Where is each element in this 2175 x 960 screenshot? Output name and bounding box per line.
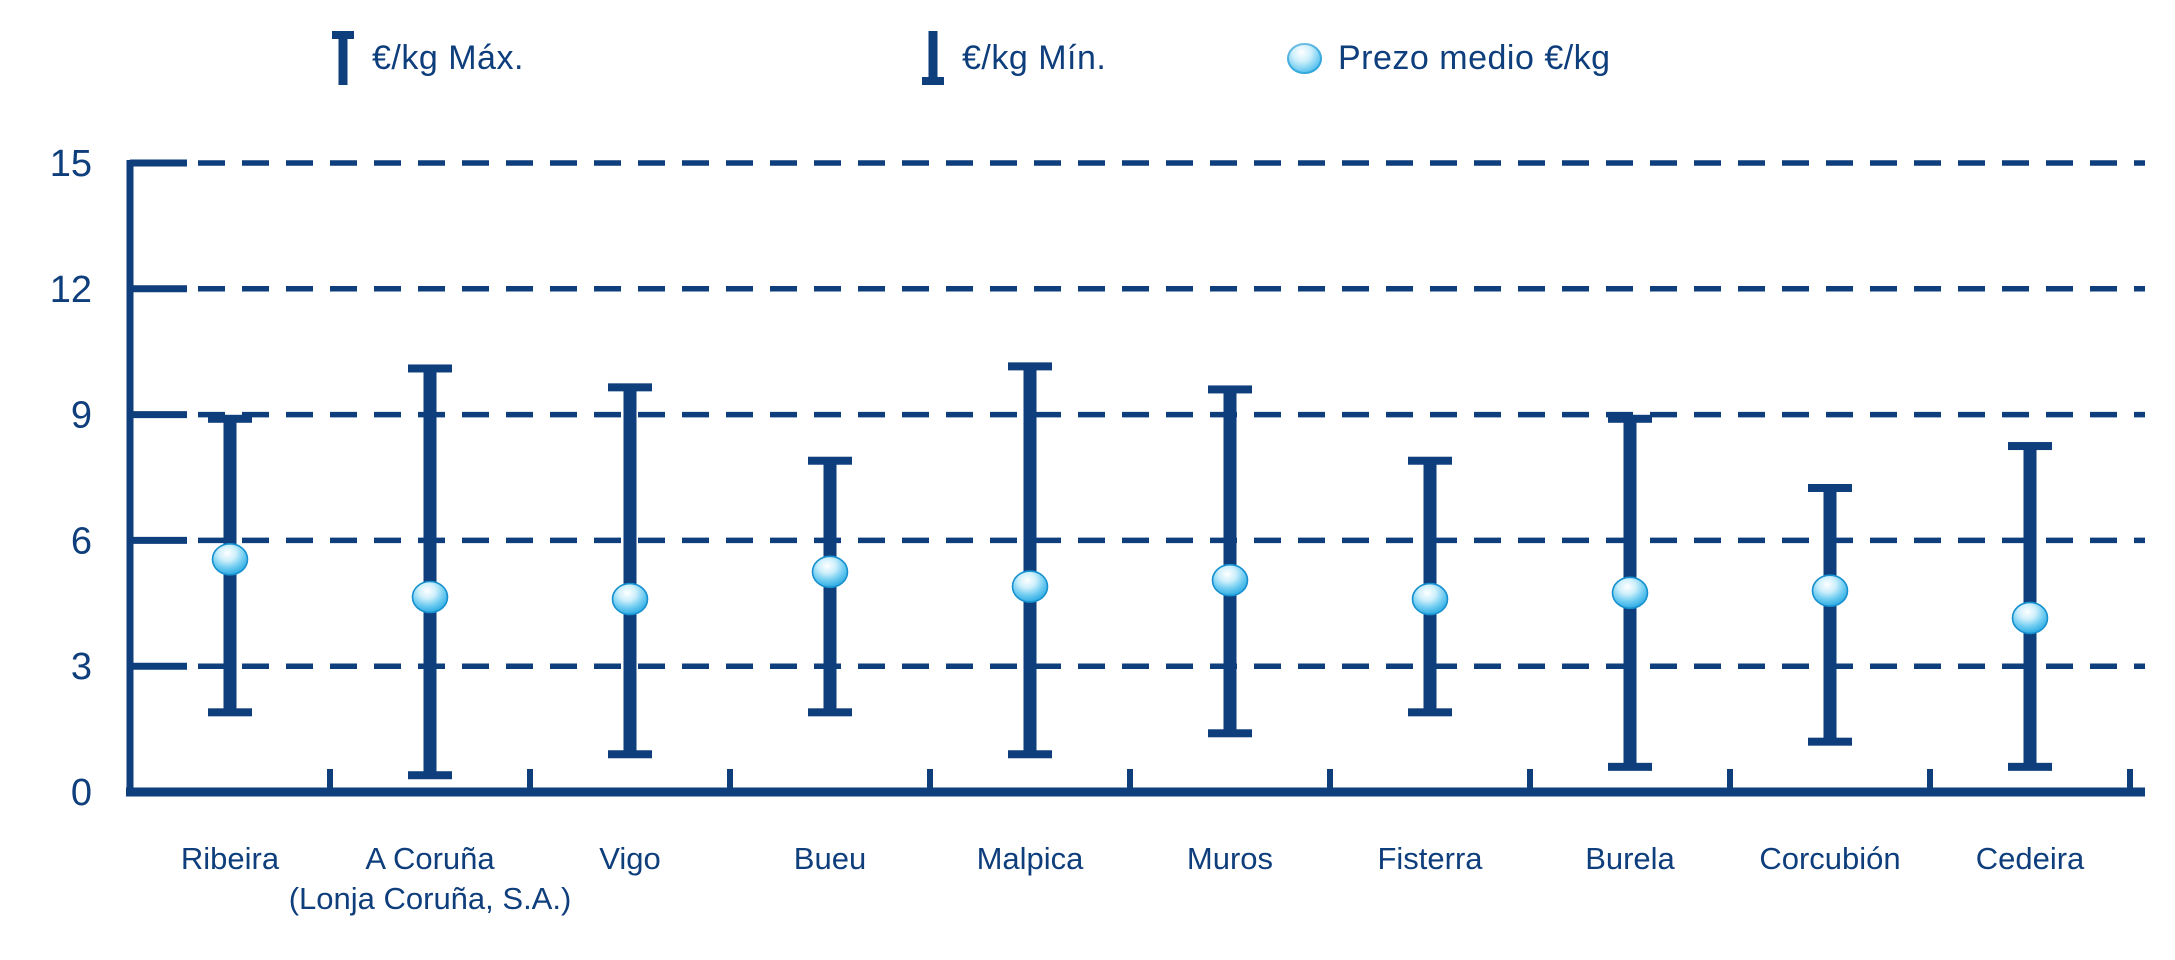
mean-price-dot bbox=[611, 582, 649, 616]
error-bars bbox=[208, 362, 2052, 780]
y-tick-label: 6 bbox=[71, 520, 92, 562]
y-tick-label: 9 bbox=[71, 395, 92, 437]
error-bar-corcubi-n bbox=[1808, 483, 1852, 746]
error-bar-cedeira bbox=[2008, 442, 2052, 771]
x-category-label: Cedeira bbox=[1976, 841, 2085, 876]
x-category-label: Muros bbox=[1187, 841, 1273, 876]
legend-label-min: €/kg Mín. bbox=[962, 38, 1107, 77]
legend-label-max: €/kg Máx. bbox=[372, 38, 524, 77]
error-bar-muros bbox=[1208, 385, 1252, 738]
legend-label-mean: Prezo medio €/kg bbox=[1338, 38, 1611, 77]
axes bbox=[126, 160, 2145, 797]
x-category-label: Vigo bbox=[599, 841, 661, 876]
x-category-label: Ribeira bbox=[181, 841, 280, 876]
mean-price-dot bbox=[1011, 570, 1049, 603]
error-bar-fisterra bbox=[1408, 456, 1452, 717]
error-bar-burela bbox=[1608, 414, 1652, 771]
legend-item-min: €/kg Mín. bbox=[920, 30, 1106, 86]
legend-item-mean: Prezo medio €/kg bbox=[1287, 30, 1611, 86]
error-bar-malpica bbox=[1008, 362, 1052, 759]
error-bar-ribeira bbox=[208, 414, 252, 717]
x-category-label: Burela bbox=[1585, 841, 1675, 876]
error-bar-a-coru-a bbox=[408, 364, 452, 780]
mean-price-dot bbox=[1811, 574, 1849, 608]
mean-price-dot bbox=[411, 580, 449, 614]
x-category-label: Fisterra bbox=[1377, 841, 1483, 876]
max-cap-icon bbox=[330, 31, 356, 85]
error-bar-vigo bbox=[608, 383, 652, 759]
x-category-label: Bueu bbox=[794, 841, 866, 876]
x-category-label: A Coruña (Lonja Coruña, S.A.) bbox=[289, 841, 572, 916]
mean-price-dot bbox=[1411, 582, 1449, 616]
x-category-label: Malpica bbox=[977, 841, 1085, 876]
error-bar-bueu bbox=[808, 456, 852, 717]
mean-price-dot bbox=[211, 542, 249, 576]
gridlines bbox=[130, 159, 2145, 670]
mean-price-dot bbox=[811, 555, 849, 589]
mean-price-dot bbox=[1611, 576, 1649, 610]
min-cap-icon bbox=[920, 31, 946, 85]
axis-labels: 0 3 6 9 12 15 Ribeira A Coruña (Lonja Coruña, S.… bbox=[50, 143, 2085, 916]
x-category-label: Corcubión bbox=[1759, 841, 1900, 876]
mean-sphere-icon bbox=[1287, 42, 1322, 74]
mean-price-dot bbox=[2011, 601, 2049, 635]
y-tick-label: 12 bbox=[50, 269, 92, 311]
mean-price-dot bbox=[1211, 563, 1249, 597]
legend-item-max: €/kg Máx. bbox=[330, 30, 524, 86]
y-tick-label: 3 bbox=[71, 646, 92, 688]
y-tick-label: 15 bbox=[50, 143, 92, 185]
chart-legend: €/kg Máx. €/kg Mín. Prezo medio €/kg bbox=[0, 0, 2175, 100]
y-tick-label: 0 bbox=[71, 772, 92, 814]
